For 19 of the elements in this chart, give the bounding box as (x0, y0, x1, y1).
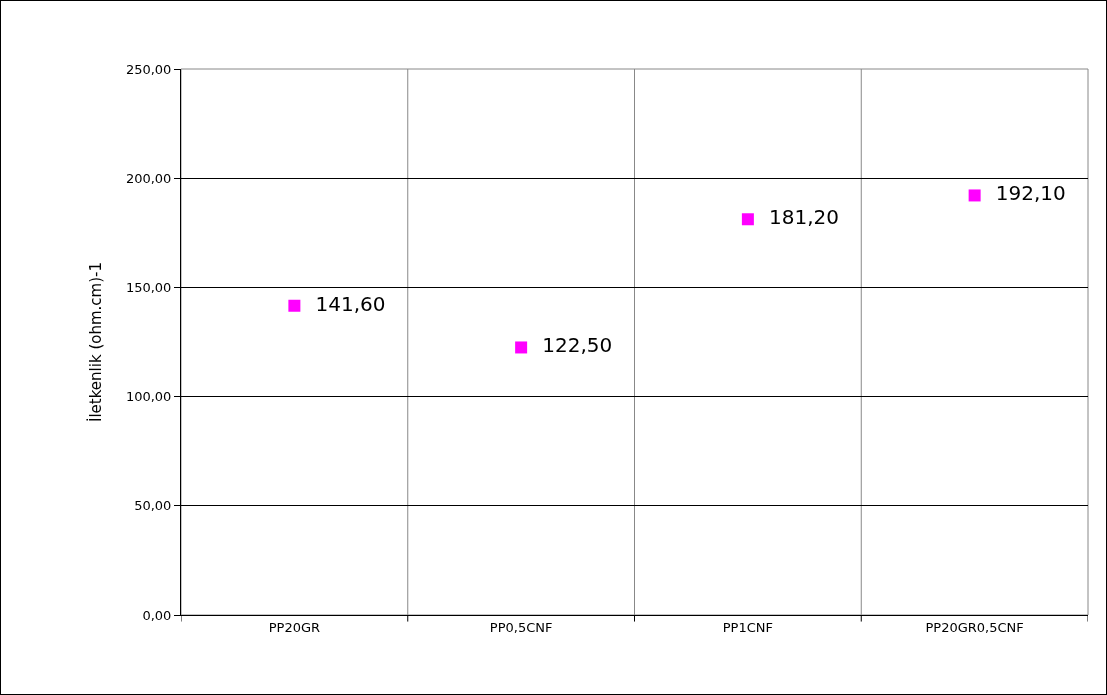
point (288, 299, 301, 312)
y-tick-label: 200,00 (125, 170, 172, 186)
x-tick-label: PP20GR (268, 619, 321, 635)
y-tick-label: 100,00 (125, 389, 172, 405)
point (515, 341, 528, 354)
y-tick-label: 150,00 (125, 279, 172, 295)
point (741, 213, 754, 226)
y-tick-label: 50,00 (134, 498, 172, 514)
data-label: 181,20 (756, 205, 840, 230)
data-label: 141,60 (302, 291, 386, 316)
x-tick-label: PP0,5CNF (489, 619, 553, 635)
data-label: 122,50 (529, 333, 613, 358)
point (968, 189, 981, 202)
y-tick-label: 250,00 (125, 61, 172, 77)
x-tick-label: PP20GR0,5CNF (925, 619, 1024, 635)
data-label: 192,10 (983, 181, 1066, 206)
y-tick-label: 0,00 (142, 607, 172, 623)
x-tick-label: PP1CNF (722, 619, 773, 635)
y-axis-title: İletkenlik (ohm.cm)-1 (86, 262, 106, 422)
